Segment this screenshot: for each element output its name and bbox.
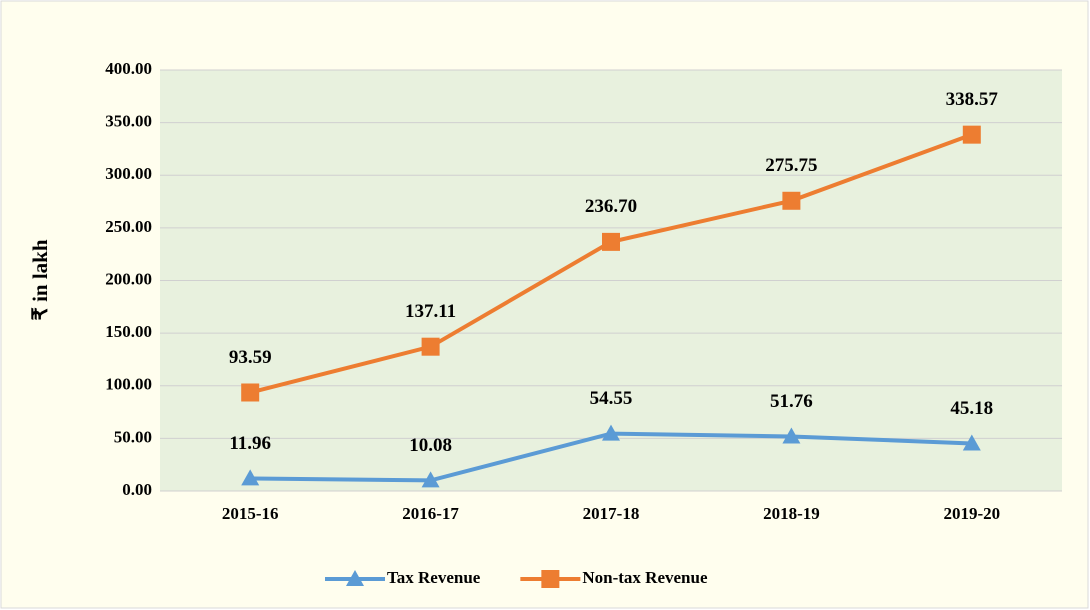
marker [541,570,560,588]
legend-label: Non-tax Revenue [582,568,708,587]
data-label: 51.76 [770,391,813,412]
x-tick-label: 2017-18 [583,504,640,523]
data-label: 275.75 [765,155,817,176]
y-tick-label: 200.00 [105,269,152,288]
data-label: 11.96 [229,433,271,454]
data-label: 45.18 [950,398,993,419]
marker [421,337,440,356]
x-tick-label: 2016-17 [402,504,459,523]
y-tick-label: 0.00 [122,480,152,499]
y-tick-label: 100.00 [105,375,152,394]
data-label: 54.55 [590,388,633,409]
data-label: 137.11 [405,301,456,322]
y-tick-label: 300.00 [105,164,152,183]
x-tick-label: 2019-20 [943,504,1000,523]
marker [421,471,440,488]
y-tick-label: 400.00 [105,59,152,78]
data-label: 236.70 [585,196,637,217]
marker [962,125,981,144]
marker [782,427,801,444]
x-tick-label: 2015-16 [222,504,279,523]
data-label: 93.59 [229,347,272,368]
marker [602,232,620,251]
marker [782,191,801,210]
x-tick-label: 2018-19 [763,504,820,523]
y-tick-label: 150.00 [105,322,152,341]
data-label: 338.57 [946,89,999,110]
marker [962,434,981,451]
y-tick-label: 50.00 [114,427,152,446]
marker [241,383,260,402]
marker [241,469,260,486]
y-tick-label: 250.00 [105,217,152,236]
marker [346,570,364,586]
y-tick-label: 350.00 [105,112,152,131]
y-axis-label: ₹ in lakh [28,239,52,320]
data-label: 10.08 [409,435,452,456]
legend-label: Tax Revenue [387,568,481,587]
marker [602,424,620,441]
